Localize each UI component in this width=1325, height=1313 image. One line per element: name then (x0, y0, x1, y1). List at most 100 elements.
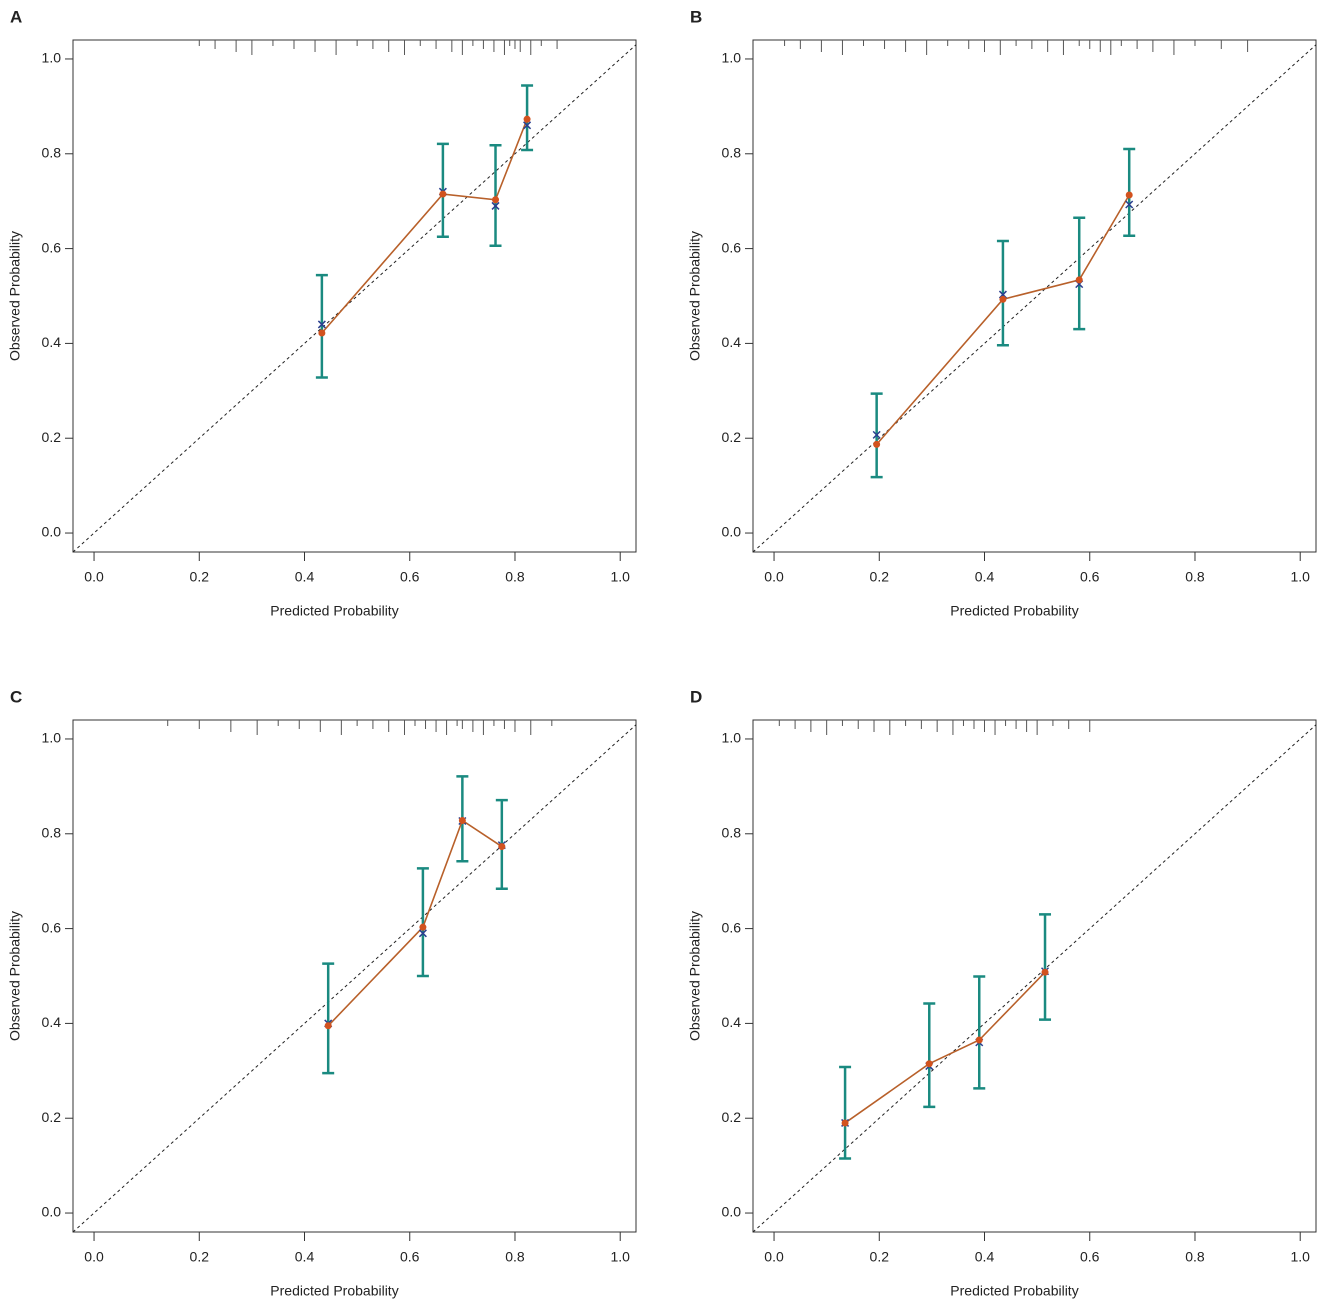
observed-point (458, 817, 466, 825)
panel-label: A (10, 7, 22, 26)
observed-point (498, 843, 506, 851)
y-tick-label: 0.6 (42, 919, 62, 935)
error-bar (315, 273, 328, 379)
reference-diagonal (752, 724, 1317, 1233)
x-tick-label: 1.0 (610, 569, 630, 585)
y-tick-label: 0.8 (42, 824, 62, 840)
y-tick-label: 0.8 (722, 824, 742, 840)
y-axis-title: Observed Probability (7, 911, 23, 1041)
reference-diagonal (72, 44, 637, 553)
y-tick-label: 0.0 (722, 1204, 742, 1220)
y-tick-label: 0.0 (722, 524, 742, 540)
y-tick-label: 1.0 (722, 730, 742, 746)
y-axis-title: Observed Probability (687, 911, 703, 1041)
x-tick-label: 0.2 (190, 569, 210, 585)
x-tick-label: 0.8 (505, 1249, 525, 1265)
x-tick-label: 0.8 (505, 569, 525, 585)
y-tick-label: 0.2 (42, 1109, 62, 1125)
panel: C 0.0 0.2 0.4 0.6 0.8 1.0 0.0 0.2 0.4 0.6 0.8 1.0 Pre… (7, 687, 637, 1299)
y-tick-label: 0.8 (722, 144, 742, 160)
y-tick-label: 0.4 (722, 334, 742, 350)
y-tick-label: 1.0 (722, 50, 742, 66)
estimate-marker (418, 929, 427, 938)
x-tick-label: 0.8 (1185, 569, 1205, 585)
x-tick-label: 0.2 (870, 1249, 890, 1265)
x-tick-label: 0.4 (975, 569, 995, 585)
observed-line (327, 819, 503, 1027)
y-tick-label: 0.0 (42, 524, 62, 540)
observed-line (876, 194, 1130, 445)
y-tick-label: 0.0 (42, 1204, 62, 1220)
plot-frame (752, 719, 1317, 1233)
observed-point (873, 440, 881, 448)
estimate-marker (872, 430, 881, 439)
plot-frame (72, 719, 637, 1233)
x-axis-title: Predicted Probability (950, 603, 1078, 619)
x-tick-label: 1.0 (1290, 1249, 1310, 1265)
x-tick-label: 0.0 (84, 1249, 104, 1265)
error-bar (839, 1065, 852, 1160)
error-bar (1073, 216, 1086, 331)
error-bar (996, 239, 1009, 347)
x-tick-label: 0.0 (764, 569, 784, 585)
reference-diagonal (72, 724, 637, 1233)
panel: B 0.0 0.2 0.4 0.6 0.8 1.0 0.0 0.2 0.4 0.6 0.8 1.0 Pre… (687, 7, 1317, 619)
y-tick-label: 1.0 (42, 50, 62, 66)
observed-point (318, 329, 326, 337)
observed-point (492, 196, 500, 204)
observed-point (1125, 191, 1133, 199)
observed-point (975, 1036, 983, 1044)
y-axis-title: Observed Probability (687, 231, 703, 361)
panel-label: B (690, 7, 702, 26)
error-bar (973, 975, 986, 1090)
error-bar (923, 1002, 936, 1109)
y-tick-label: 0.4 (42, 1014, 62, 1030)
x-tick-label: 0.6 (1080, 569, 1100, 585)
estimate-marker (523, 121, 532, 130)
x-tick-label: 1.0 (610, 1249, 630, 1265)
x-axis-title: Predicted Probability (950, 1283, 1078, 1299)
error-bar (489, 143, 502, 247)
observed-point (1075, 276, 1083, 284)
y-tick-label: 0.4 (42, 334, 62, 350)
y-tick-label: 0.6 (722, 239, 742, 255)
x-tick-label: 0.6 (400, 1249, 420, 1265)
x-tick-label: 0.2 (870, 569, 890, 585)
x-axis-title: Predicted Probability (270, 1283, 398, 1299)
observed-line (321, 118, 528, 334)
y-tick-label: 0.6 (722, 919, 742, 935)
y-axis-title: Observed Probability (7, 231, 23, 361)
observed-point (1041, 968, 1049, 976)
x-tick-label: 0.4 (295, 1249, 315, 1265)
panel: D 0.0 0.2 0.4 0.6 0.8 1.0 0.0 0.2 0.4 0.6 0.8 1.0 Pre… (687, 687, 1317, 1299)
estimate-marker (1125, 200, 1134, 209)
y-tick-label: 1.0 (42, 730, 62, 746)
x-tick-label: 0.0 (84, 569, 104, 585)
x-tick-label: 0.4 (295, 569, 315, 585)
panel-label: D (690, 687, 702, 706)
y-tick-label: 0.2 (722, 1109, 742, 1125)
error-bar (1039, 913, 1052, 1021)
y-tick-label: 0.2 (722, 429, 742, 445)
error-bar (416, 867, 429, 978)
x-tick-label: 0.6 (400, 569, 420, 585)
x-tick-label: 0.0 (764, 1249, 784, 1265)
x-tick-label: 0.6 (1080, 1249, 1100, 1265)
observed-point (419, 923, 427, 931)
observed-point (999, 295, 1007, 303)
error-bar (436, 142, 449, 238)
x-tick-label: 0.8 (1185, 1249, 1205, 1265)
estimate-marker (317, 320, 326, 329)
x-tick-label: 0.2 (190, 1249, 210, 1265)
y-tick-label: 0.6 (42, 239, 62, 255)
observed-point (439, 190, 447, 198)
x-tick-label: 1.0 (1290, 569, 1310, 585)
estimate-marker (491, 201, 500, 210)
observed-point (841, 1119, 849, 1127)
y-tick-label: 0.4 (722, 1014, 742, 1030)
x-tick-label: 0.4 (975, 1249, 995, 1265)
observed-point (523, 115, 531, 123)
observed-line (844, 971, 1046, 1124)
y-tick-label: 0.8 (42, 144, 62, 160)
